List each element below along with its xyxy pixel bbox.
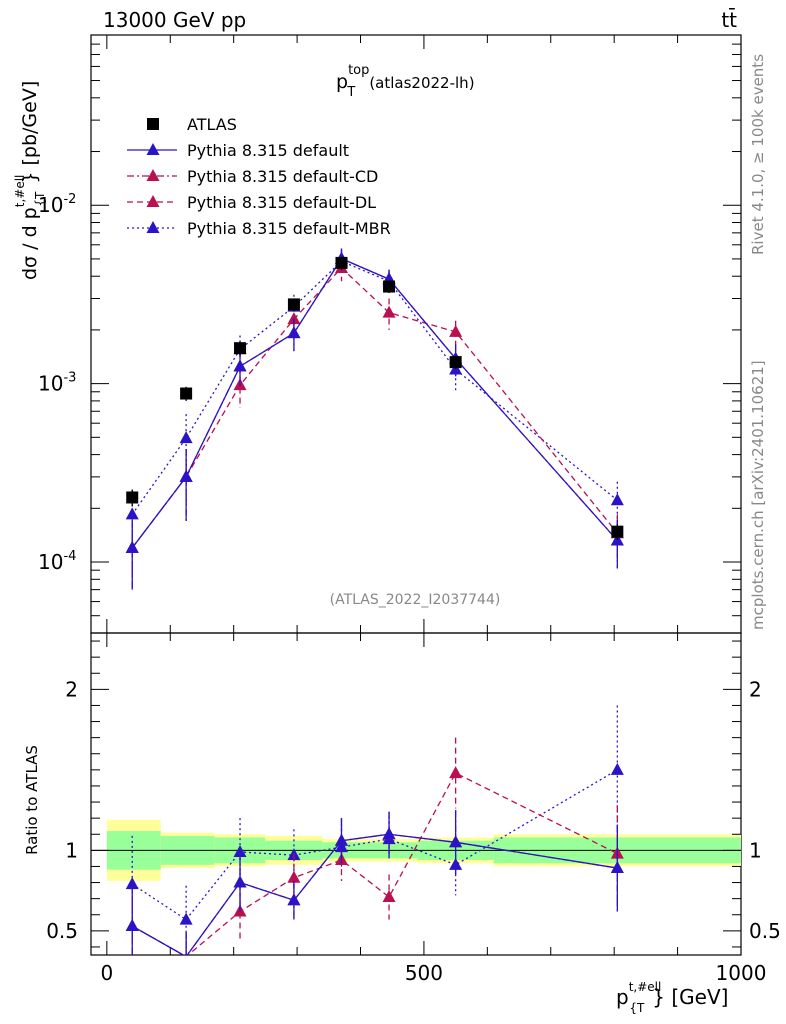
- analysis-id: (ATLAS_2022_I2037744): [330, 592, 501, 608]
- legend-label: Pythia 8.315 default-CD: [187, 167, 378, 186]
- data-point: [611, 525, 624, 538]
- data-point: [179, 431, 193, 444]
- y-axis-label-sup: t,#ell: [13, 175, 27, 208]
- ratio-tick-label-right: 0.5: [749, 919, 781, 943]
- series-line: [131, 267, 618, 549]
- data-point: [234, 342, 247, 355]
- x-tick-label: 1000: [716, 961, 767, 985]
- ratio-point: [179, 912, 193, 925]
- x-axis-label-sub: {T: [629, 1001, 645, 1015]
- ratio-point: [382, 890, 396, 903]
- uncertainty-bands: [91, 819, 741, 881]
- ratio-tick-label-right: 1: [749, 838, 762, 862]
- legend-marker: [146, 221, 160, 233]
- legend-marker: [146, 169, 160, 181]
- data-point: [383, 280, 396, 293]
- ratio-point: [287, 870, 301, 883]
- plot-title-sup: top: [348, 63, 369, 78]
- data-point: [287, 326, 301, 339]
- x-axis-label-tail: } [GeV]: [652, 985, 728, 1009]
- legend: ATLAS Pythia 8.315 default Pythia 8.315 de…: [127, 115, 391, 238]
- data-point: [610, 493, 624, 506]
- ratio-point: [449, 835, 463, 848]
- ratio-point: [610, 861, 624, 874]
- legend-marker: [146, 143, 160, 155]
- ratio-point: [125, 877, 139, 890]
- plot-title-sub: T: [346, 85, 355, 100]
- data-point: [179, 469, 193, 482]
- y-axis-label-sub: {T: [33, 191, 47, 207]
- ratio-point: [233, 875, 247, 888]
- ratio-line: [131, 769, 618, 921]
- source-label: mcplots.cern.ch [arXiv:2401.10621]: [749, 360, 767, 630]
- y-axis-label: dσ / d pt,#ell {T } [pb/GeV]: [13, 81, 47, 280]
- legend-label: Pythia 8.315 default-DL: [187, 193, 376, 212]
- legend-label: ATLAS: [187, 115, 237, 134]
- x-tick-label: 500: [405, 961, 443, 985]
- legend-marker: [147, 118, 159, 130]
- ratio-line: [131, 833, 618, 955]
- x-tick-label: 0: [100, 961, 113, 985]
- x-axis-label-sup: t,#ell: [629, 980, 662, 994]
- data-point: [287, 298, 300, 311]
- data-point: [449, 356, 462, 369]
- data-point: [126, 491, 139, 504]
- data-point: [382, 305, 396, 318]
- ratio-point: [125, 919, 139, 932]
- legend-label: Pythia 8.315 default: [187, 141, 349, 160]
- y-tick-label: 10-2: [38, 192, 76, 217]
- ratio-series: [125, 705, 624, 955]
- ratio-point: [233, 844, 247, 857]
- ratio-point: [449, 766, 463, 779]
- data-point: [233, 359, 247, 372]
- plot-title-main: p: [336, 71, 348, 93]
- data-point: [125, 540, 139, 553]
- ratio-y-label: Ratio to ATLAS: [23, 745, 41, 855]
- axis-ticks: 0 500 1000 10-4 10-3 10-2 0.5 0.5 1 1 2 2: [38, 34, 781, 985]
- data-point: [449, 324, 463, 337]
- main-series: [125, 248, 624, 590]
- y-tick-label: 10-3: [38, 371, 76, 396]
- ratio-tick-label-left: 0.5: [46, 919, 78, 943]
- ratio-tick-label-left: 2: [65, 677, 78, 701]
- plot-title: ptop T (atlas2022-lh): [336, 63, 475, 100]
- y-tick-label: 10-4: [38, 549, 76, 574]
- series-line: [131, 257, 618, 549]
- data-point: [335, 256, 348, 269]
- ratio-panel-frame: [90, 632, 742, 956]
- plot-title-note: (atlas2022-lh): [369, 74, 474, 92]
- data-point: [287, 312, 301, 325]
- data-point: [180, 387, 193, 400]
- series-line: [131, 260, 618, 515]
- y-axis-label-main: dσ / d p: [19, 207, 41, 280]
- rivet-label: Rivet 4.1.0, ≥ 100k events: [749, 54, 767, 255]
- ratio-line: [131, 772, 618, 955]
- energy-label: 13000 GeV pp: [103, 8, 246, 32]
- ratio-point: [334, 833, 348, 846]
- legend-label: Pythia 8.315 default-MBR: [187, 219, 391, 238]
- data-point: [125, 507, 139, 520]
- ratio-point: [610, 762, 624, 775]
- ratio-point: [382, 827, 396, 840]
- legend-marker: [146, 195, 160, 207]
- series-line: [131, 257, 618, 549]
- x-axis-label-main: p: [616, 985, 629, 1009]
- x-axis-label: pt,#ell {T } [GeV]: [616, 980, 728, 1015]
- ratio-tick-label-right: 2: [749, 677, 762, 701]
- y-axis-label-tail: } [pb/GeV]: [19, 81, 41, 184]
- process-label: tt̄: [721, 7, 737, 32]
- ratio-tick-label-left: 1: [65, 838, 78, 862]
- ratio-point: [287, 893, 301, 906]
